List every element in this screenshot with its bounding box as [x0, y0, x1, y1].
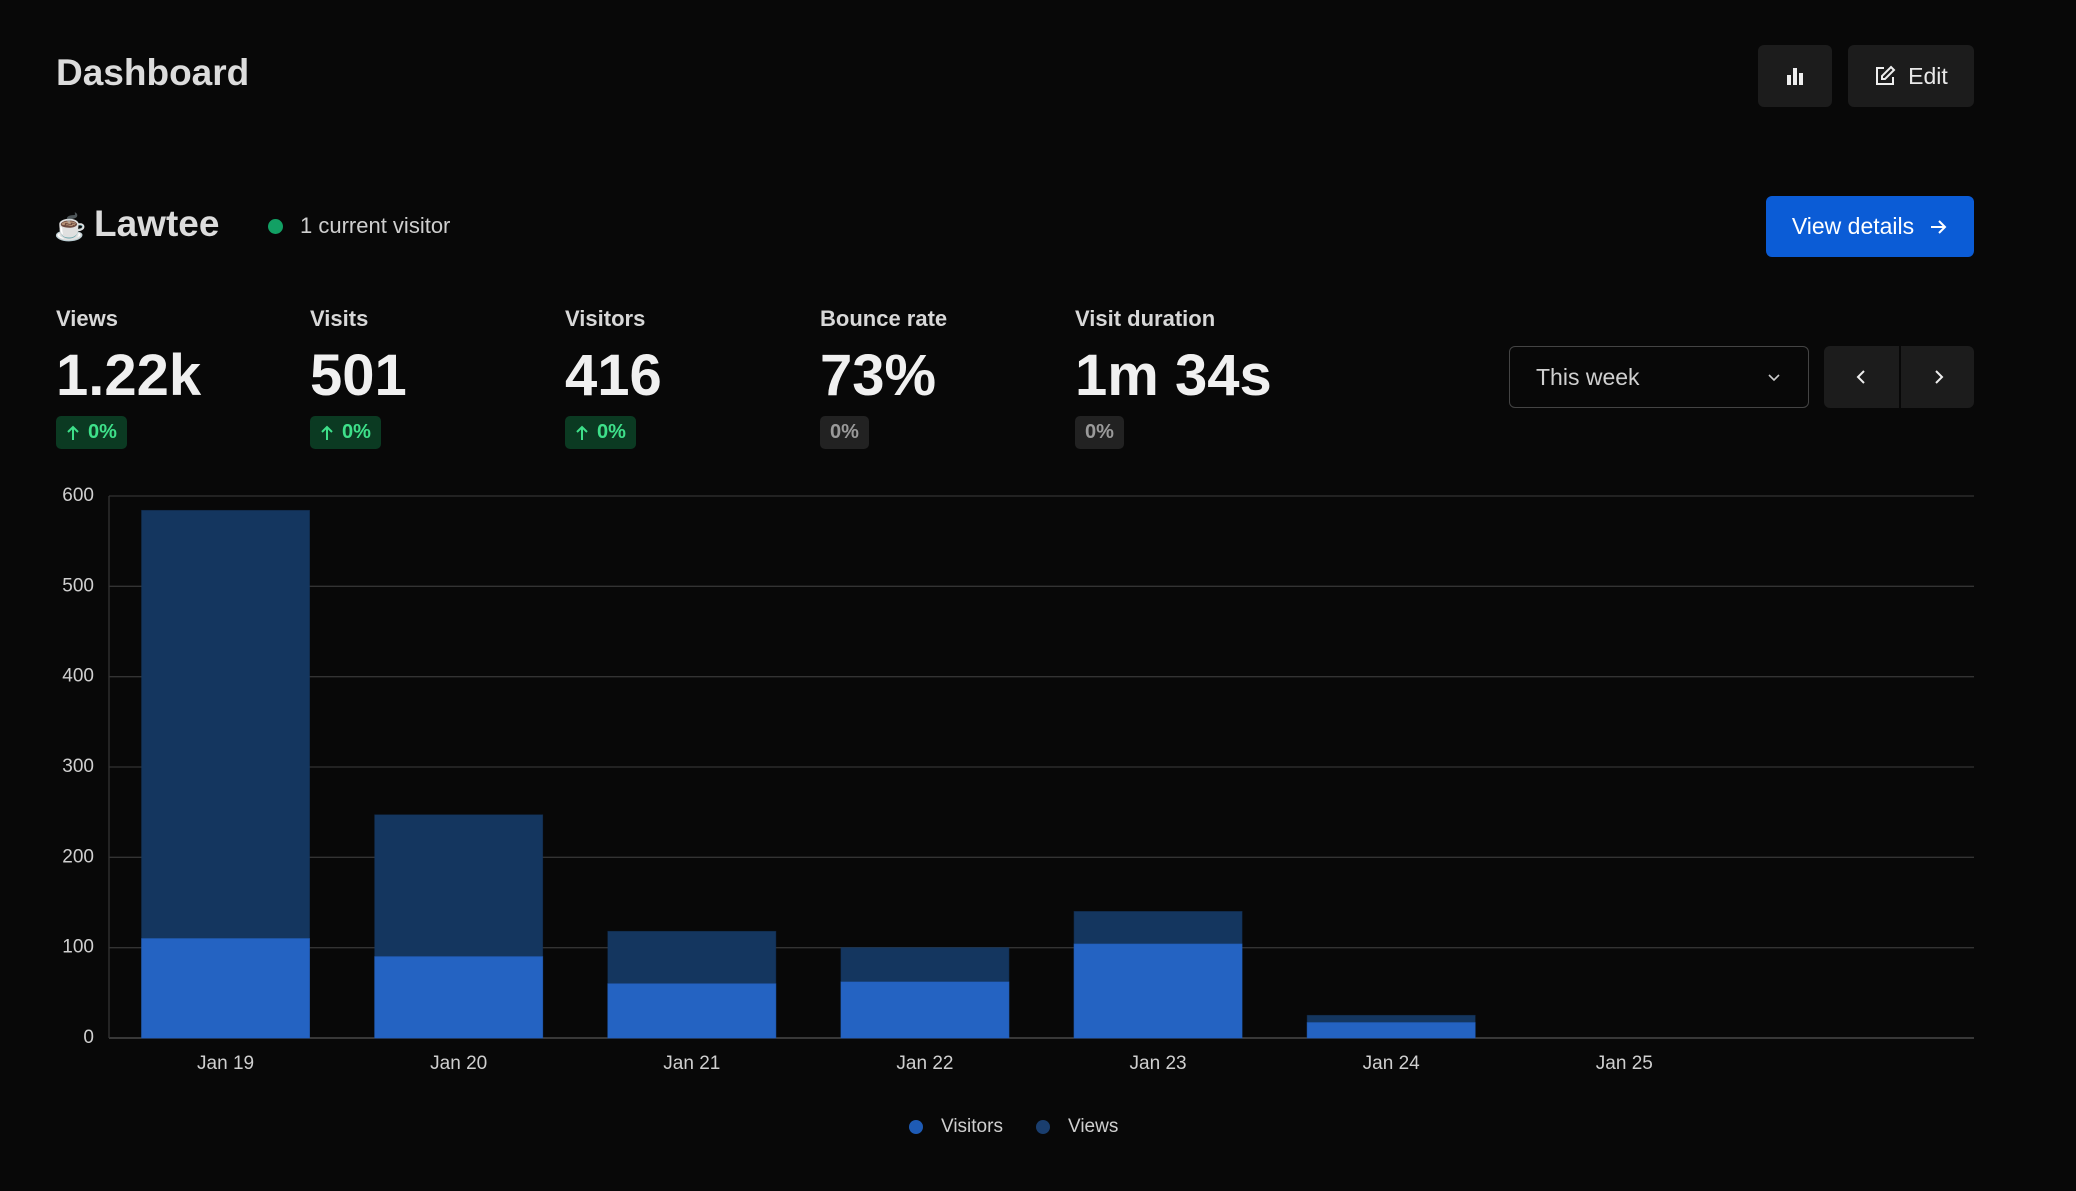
x-tick-label: Jan 22 [896, 1053, 953, 1074]
stat-value: 501 [310, 343, 407, 408]
chart-icon [1787, 68, 1803, 85]
current-visitors: 1 current visitor [300, 213, 451, 238]
stat-value: 1m 34s [1075, 343, 1272, 408]
stat-label: Visitors [565, 306, 646, 331]
up-arrow [67, 425, 79, 440]
stat-label: Visits [310, 306, 369, 331]
x-tick-label: Jan 20 [430, 1053, 487, 1074]
x-tick-label: Jan 25 [1596, 1053, 1653, 1074]
view-details-button[interactable]: View details [1766, 196, 1974, 257]
up-arrow [321, 425, 333, 440]
site-icon: ☕ [54, 212, 87, 242]
live-dot [268, 219, 283, 234]
bar [840, 981, 1010, 1039]
stat-value: 416 [565, 343, 662, 408]
prev-button[interactable] [1824, 346, 1899, 408]
stat-change: 0% [56, 416, 127, 449]
stat-label: Views [56, 306, 118, 331]
stat-change-text: 0% [830, 421, 859, 443]
stat-value: 73% [820, 343, 937, 408]
up-arrow [576, 425, 588, 440]
stat-change: 0% [820, 416, 869, 449]
view-details-label: View details [1791, 213, 1915, 239]
y-tick-label: 200 [62, 846, 94, 867]
chart-button[interactable] [1758, 45, 1832, 107]
x-tick-label: Jan 19 [197, 1053, 254, 1074]
stat-change: 0% [310, 416, 381, 449]
stat-change-text: 0% [1085, 421, 1114, 443]
chevron-down [1768, 374, 1780, 382]
edit-label: Edit [1908, 62, 1948, 89]
y-tick-label: 300 [62, 756, 94, 777]
bar [1073, 943, 1243, 1039]
x-tick-label: Jan 23 [1130, 1053, 1187, 1074]
stat-value: 1.22k [56, 343, 202, 408]
x-tick-label: Jan 21 [663, 1053, 720, 1074]
y-tick-label: 100 [62, 937, 94, 958]
y-tick-label: 400 [62, 666, 94, 687]
site-name: Lawtee [94, 203, 220, 244]
stat-change-text: 0% [597, 421, 626, 443]
bar [141, 938, 310, 1039]
next-button[interactable] [1901, 346, 1974, 408]
legend-label: Views [1068, 1116, 1118, 1137]
stat-label: Visit duration [1075, 306, 1216, 331]
x-tick-label: Jan 24 [1363, 1053, 1420, 1074]
arrow-icon [1931, 219, 1947, 234]
bar [607, 983, 777, 1039]
bar [1306, 1022, 1476, 1039]
y-tick-label: 600 [62, 485, 94, 506]
chevron-left [1856, 370, 1865, 384]
date-range-select[interactable]: This week [1509, 346, 1809, 408]
chevron-right [1934, 370, 1943, 384]
y-tick-label: 0 [83, 1027, 94, 1048]
y-tick-label: 500 [62, 575, 94, 596]
bar [374, 956, 544, 1039]
page-title: Dashboard [56, 52, 250, 93]
stat-change: 0% [1075, 416, 1124, 449]
stat-change: 0% [565, 416, 636, 449]
legend-label: Visitors [941, 1116, 1003, 1137]
legend-swatch [1036, 1120, 1050, 1134]
stat-change-text: 0% [342, 421, 371, 443]
edit-button[interactable]: Edit [1848, 45, 1974, 107]
date-range-label: This week [1536, 363, 1640, 390]
legend-swatch [909, 1120, 923, 1134]
stat-change-text: 0% [88, 421, 117, 443]
edit-icon [1876, 65, 1896, 85]
stat-label: Bounce rate [820, 306, 948, 331]
